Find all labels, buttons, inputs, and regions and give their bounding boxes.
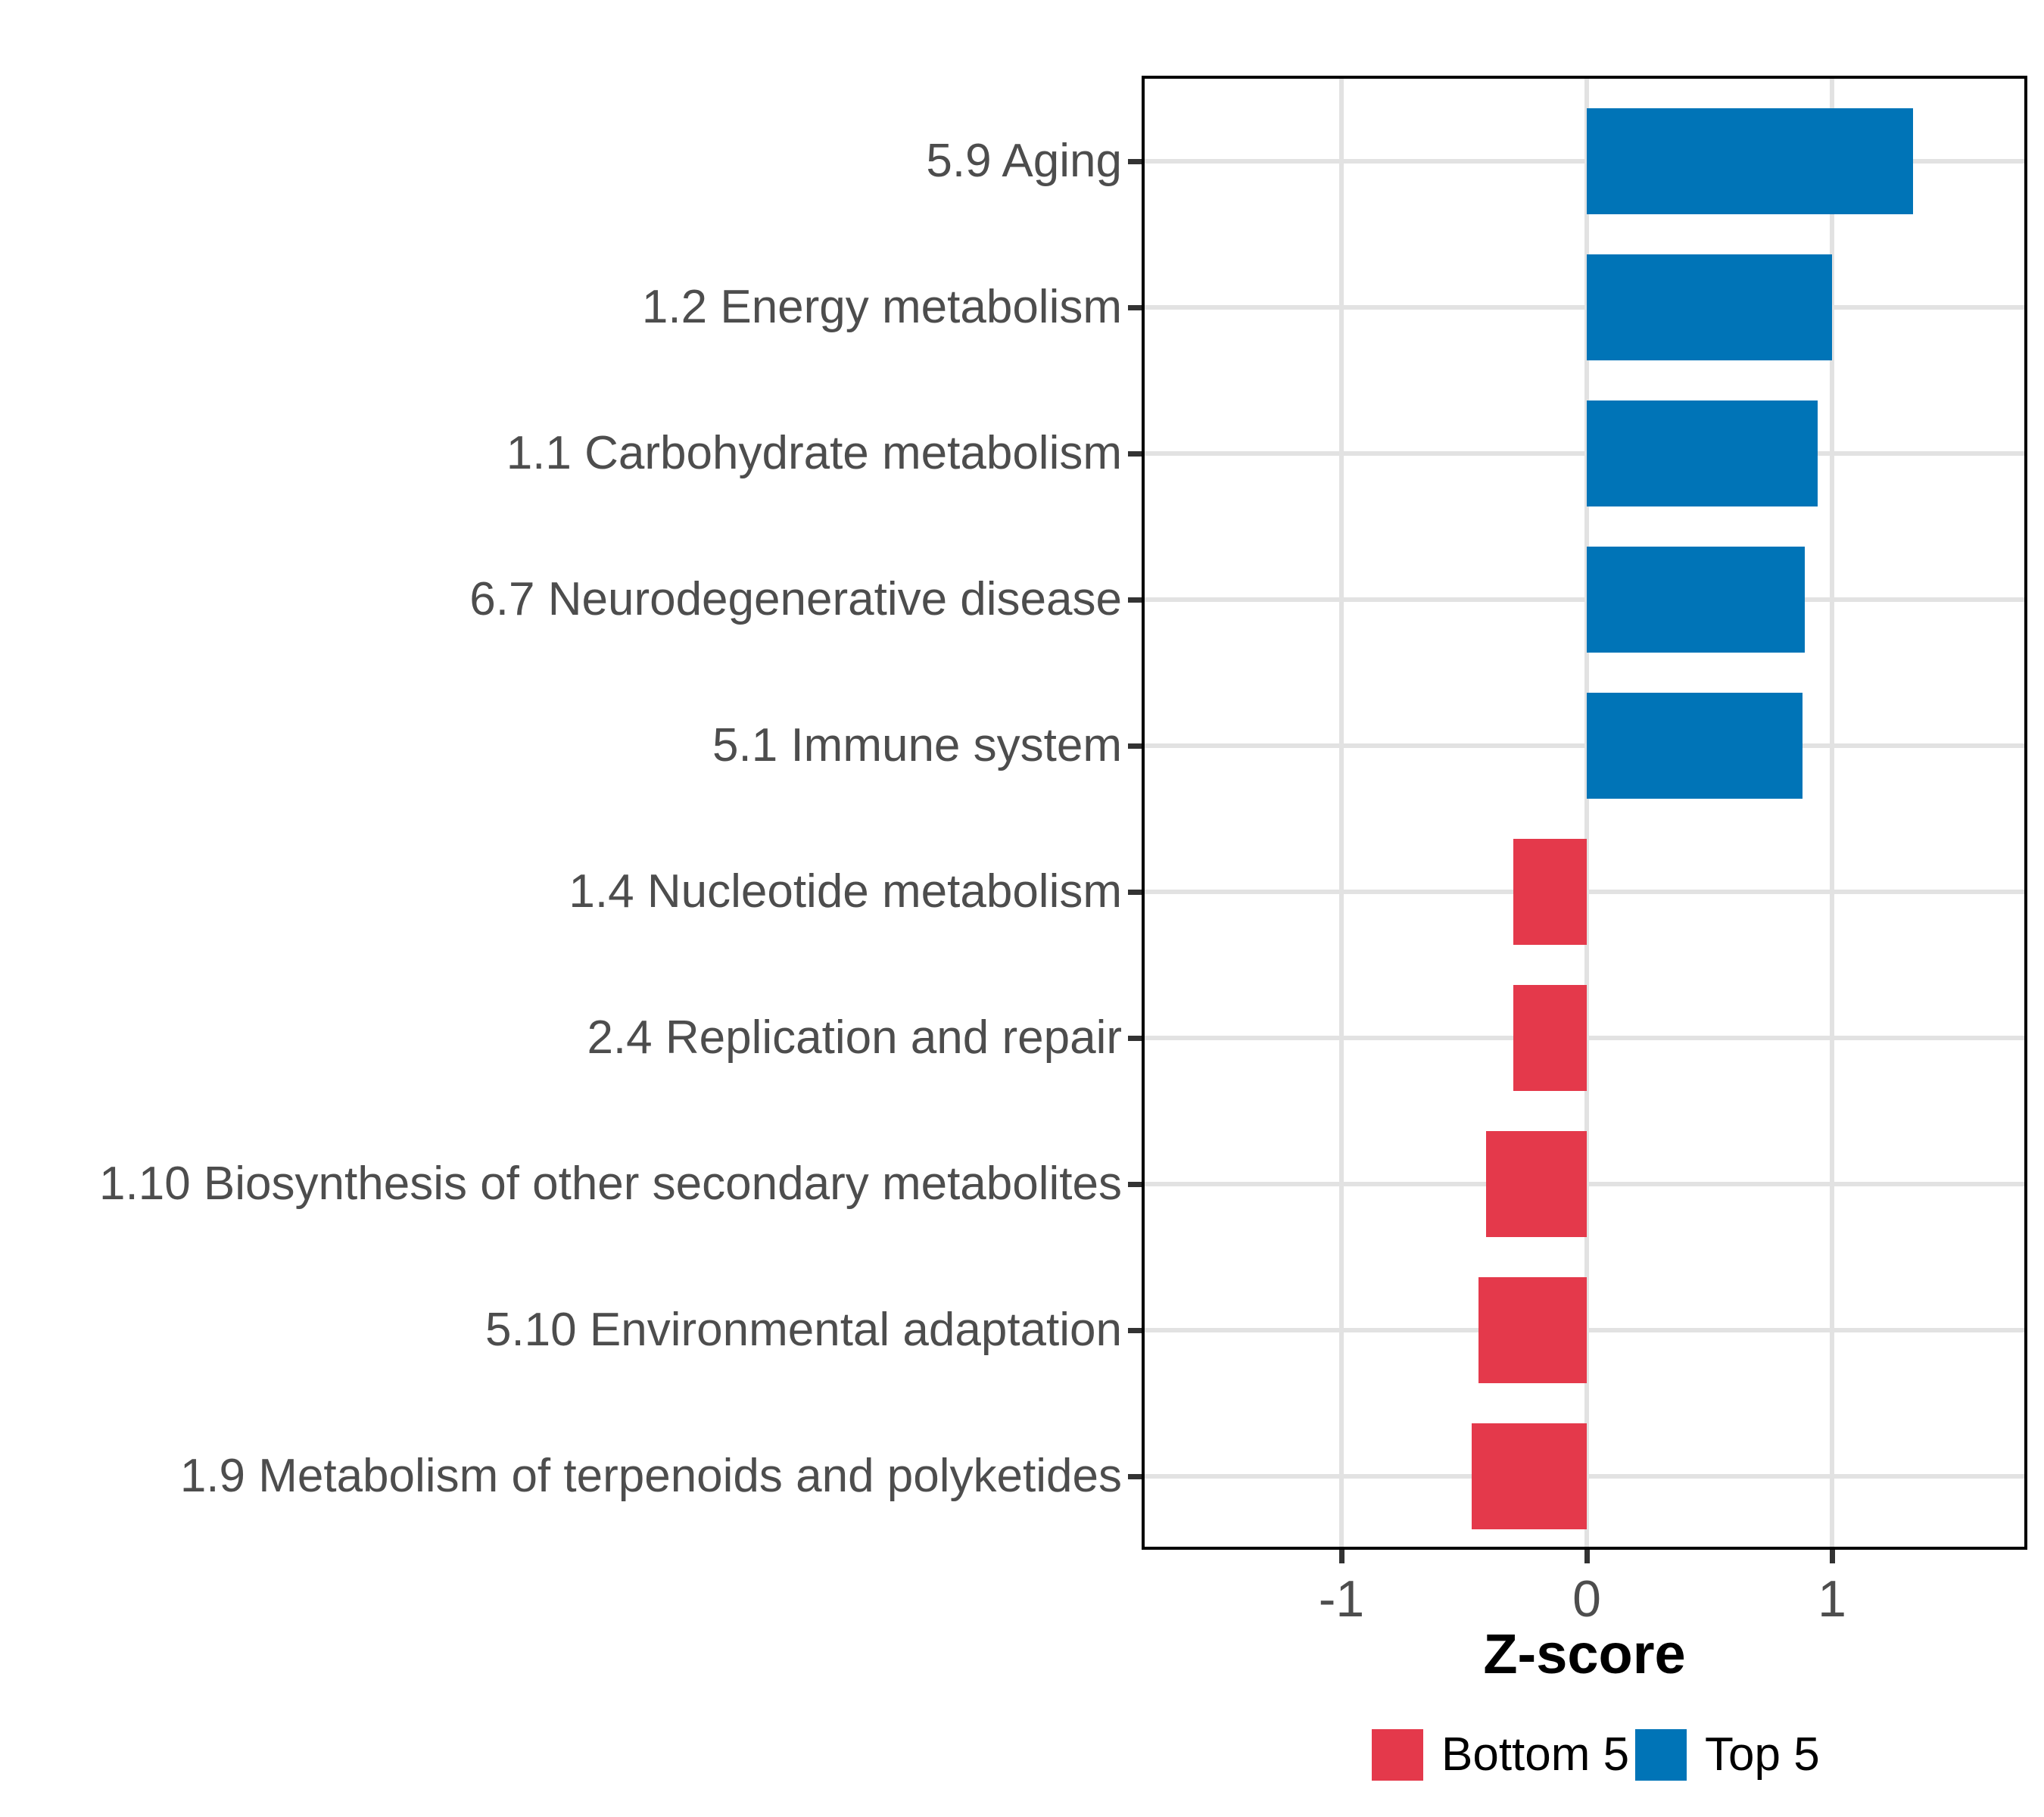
bar-bottom5 bbox=[1478, 1277, 1587, 1383]
y-axis-tick bbox=[1128, 451, 1142, 457]
gridline-horizontal bbox=[1145, 159, 2024, 164]
legend-key-top-5 bbox=[1635, 1729, 1687, 1781]
bar-top5 bbox=[1587, 108, 1913, 214]
bar-top5 bbox=[1587, 400, 1818, 506]
y-axis-tick bbox=[1128, 1328, 1142, 1333]
bar-top5 bbox=[1587, 254, 1832, 360]
y-axis-tick bbox=[1128, 890, 1142, 895]
plot-panel bbox=[1142, 76, 2027, 1550]
gridline-horizontal bbox=[1145, 305, 2024, 310]
y-axis-tick bbox=[1128, 1474, 1142, 1479]
y-axis-tick bbox=[1128, 743, 1142, 749]
y-axis-label: 1.4 Nucleotide metabolism bbox=[569, 865, 1122, 918]
y-axis-label: 1.1 Carbohydrate metabolism bbox=[506, 427, 1122, 479]
bar-bottom5 bbox=[1486, 1131, 1587, 1237]
gridline-horizontal bbox=[1145, 597, 2024, 602]
x-axis-title: Z-score bbox=[1483, 1622, 1686, 1685]
gridline-vertical-0 bbox=[1584, 79, 1589, 1547]
gridline-vertical--1 bbox=[1339, 79, 1344, 1547]
y-axis-label: 2.4 Replication and repair bbox=[587, 1011, 1122, 1064]
y-axis-label: 5.10 Environmental adaptation bbox=[485, 1304, 1122, 1356]
legend-label-bottom-5: Bottom 5 bbox=[1441, 1728, 1630, 1781]
gridline-vertical-1 bbox=[1830, 79, 1834, 1547]
y-axis-label: 1.9 Metabolism of terpenoids and polyket… bbox=[179, 1450, 1122, 1502]
y-axis-tick bbox=[1128, 159, 1142, 164]
y-axis-tick bbox=[1128, 305, 1142, 310]
y-axis-label: 1.2 Energy metabolism bbox=[641, 281, 1122, 333]
y-axis-tick bbox=[1128, 1036, 1142, 1041]
x-axis-tick-label: -1 bbox=[1318, 1570, 1365, 1628]
bar-top5 bbox=[1587, 547, 1806, 653]
x-axis-tick-label: 1 bbox=[1818, 1570, 1846, 1628]
y-axis-label: 6.7 Neurodegenerative disease bbox=[469, 573, 1122, 625]
gridline-horizontal bbox=[1145, 743, 2024, 748]
x-axis-tick-label: 0 bbox=[1572, 1570, 1601, 1628]
x-axis-tick bbox=[1584, 1550, 1590, 1563]
bar-bottom5 bbox=[1513, 839, 1587, 945]
legend-key-bottom-5 bbox=[1372, 1729, 1423, 1781]
x-axis-tick bbox=[1830, 1550, 1835, 1563]
y-axis-label: 5.1 Immune system bbox=[712, 719, 1122, 771]
y-axis-label: 5.9 Aging bbox=[926, 135, 1122, 187]
gridline-horizontal bbox=[1145, 451, 2024, 456]
y-axis-label: 1.10 Biosynthesis of other secondary met… bbox=[99, 1158, 1122, 1210]
y-axis-tick bbox=[1128, 597, 1142, 603]
y-axis-tick bbox=[1128, 1182, 1142, 1187]
x-axis-tick bbox=[1339, 1550, 1344, 1563]
legend-label-top-5: Top 5 bbox=[1705, 1728, 1820, 1781]
bar-top5 bbox=[1587, 693, 1803, 799]
bar-bottom5 bbox=[1471, 1423, 1587, 1529]
bar-bottom5 bbox=[1513, 985, 1587, 1091]
